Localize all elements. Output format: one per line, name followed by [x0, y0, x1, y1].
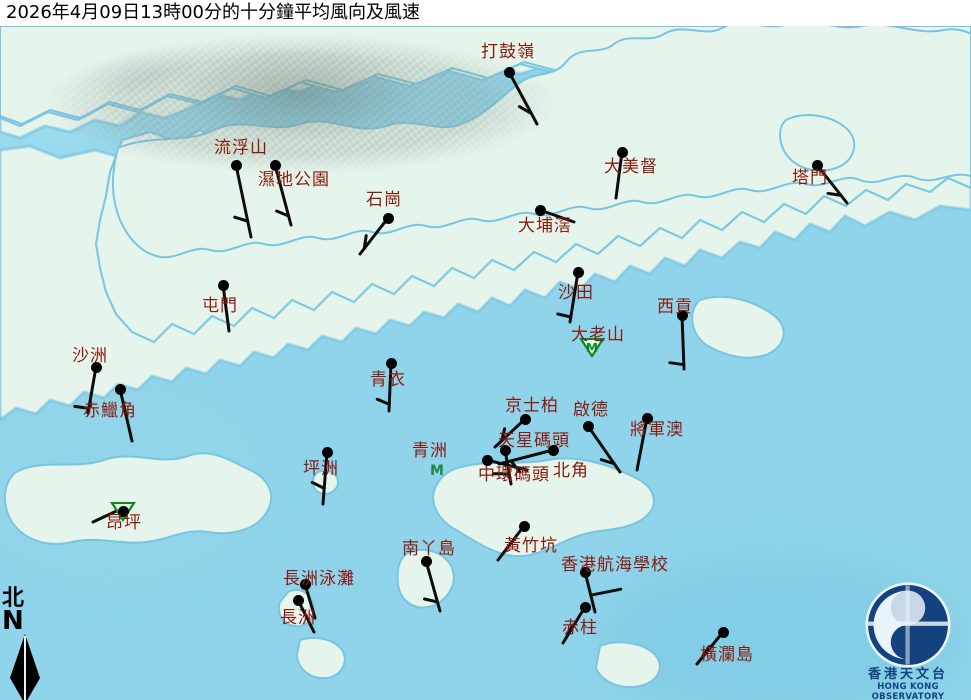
wind-barb — [303, 582, 317, 620]
station-label: 將軍澳 — [630, 420, 684, 440]
calm-triangle-inner — [583, 340, 601, 354]
maintenance-marker: M — [586, 341, 598, 355]
station-dot — [269, 159, 281, 171]
wind-barb — [586, 424, 622, 474]
station-label: 香港航海學校 — [561, 555, 669, 575]
station-dot — [534, 204, 546, 216]
wind-barb — [695, 630, 725, 666]
north-arrow-label-cn: 北 — [2, 586, 25, 611]
station-label: 赤柱 — [562, 618, 598, 638]
wind-barb — [561, 605, 587, 645]
station-label: 青衣 — [370, 370, 406, 390]
station-dot — [321, 446, 333, 458]
station-dot — [572, 266, 584, 278]
wind-barb — [635, 416, 649, 472]
wind-barb — [538, 208, 576, 224]
station-dot — [292, 594, 304, 606]
wind-barb — [556, 270, 580, 324]
station-label: 北角 — [553, 461, 589, 481]
hko-logo: 香港天文台 HONG KONG OBSERVATORY — [849, 582, 967, 700]
maintenance-marker: M — [430, 463, 444, 479]
wind-barb — [233, 163, 253, 239]
wind-barb — [375, 361, 393, 413]
station-dot — [616, 146, 628, 158]
hko-logo-name-cn: 香港天文台 — [867, 667, 948, 682]
wind-barb — [273, 163, 293, 227]
wind-barb — [614, 150, 624, 200]
station-dot — [382, 212, 394, 224]
station-label: 長洲 — [280, 608, 316, 628]
station-label: 大老山 — [571, 325, 625, 345]
station-dot — [811, 159, 823, 171]
station-label: 青洲 — [412, 441, 448, 461]
wind-barb — [496, 524, 526, 562]
station-label: 坪洲 — [303, 459, 339, 479]
station-label: 流浮山 — [214, 138, 268, 158]
hko-logo-icon — [865, 582, 951, 668]
wind-barb — [815, 163, 849, 205]
station-dot — [217, 279, 229, 291]
station-label: 石崗 — [366, 190, 402, 210]
station-label: 京士柏 — [505, 396, 559, 416]
station-dot — [499, 444, 511, 456]
station-dot — [547, 444, 559, 456]
wind-barb — [507, 70, 539, 126]
station-label: 西貢 — [657, 297, 693, 317]
station-label: 沙洲 — [72, 346, 108, 366]
station-label: 橫瀾島 — [700, 645, 754, 665]
station-dot — [582, 420, 594, 432]
wind-barb — [485, 458, 529, 472]
station-dot — [420, 555, 432, 567]
station-dot — [579, 566, 591, 578]
station-dot — [717, 626, 729, 638]
station-label: 塔門 — [792, 168, 828, 188]
wind-barb — [491, 448, 513, 486]
station-dot — [90, 361, 102, 373]
station-dot — [641, 412, 653, 424]
station-dot — [117, 506, 129, 517]
station-dot — [518, 520, 530, 532]
station-dot — [676, 309, 688, 321]
title-bar-background — [0, 0, 971, 26]
station-label: 赤鱲角 — [83, 401, 137, 421]
wind-barb — [358, 216, 390, 256]
station-label: 打鼓嶺 — [481, 42, 535, 62]
north-arrow-icon — [10, 634, 40, 700]
station-dot — [481, 454, 493, 466]
station-dot — [114, 383, 126, 395]
station-label: 屯門 — [202, 296, 238, 316]
station-dot — [503, 66, 515, 78]
station-label: 昂坪 — [106, 513, 142, 533]
station-dot — [230, 159, 242, 171]
station-label: 大埔滘 — [518, 216, 572, 236]
station-label: 黃竹坑 — [504, 536, 558, 556]
wind-barb — [310, 450, 329, 506]
page-title: 2026年4月09日13時00分的十分鐘平均風向及風速 — [6, 2, 420, 23]
station-label: 南丫島 — [402, 539, 456, 559]
wind-barb — [422, 559, 442, 613]
north-arrow: 北 N — [2, 588, 48, 700]
wind-barb — [583, 570, 623, 614]
station-dot — [519, 413, 531, 425]
station-label: 啟德 — [573, 400, 609, 420]
station-label: 中環碼頭 — [478, 465, 550, 485]
station-dot — [579, 601, 591, 613]
station-label: 濕地公園 — [258, 170, 330, 190]
hko-logo-name-en: HONG KONG OBSERVATORY — [871, 682, 945, 700]
wind-barb — [221, 283, 231, 333]
wind-barb — [118, 387, 134, 443]
station-dot — [385, 357, 397, 369]
station-label: 大美督 — [604, 157, 658, 177]
wind-barb — [668, 313, 686, 371]
station-label: 長洲泳灘 — [283, 569, 355, 589]
north-arrow-label-en: N — [2, 606, 24, 636]
station-label: 沙田 — [558, 283, 594, 303]
station-dot — [299, 578, 311, 590]
wind-barb — [73, 365, 98, 415]
wind-barb — [493, 417, 527, 449]
